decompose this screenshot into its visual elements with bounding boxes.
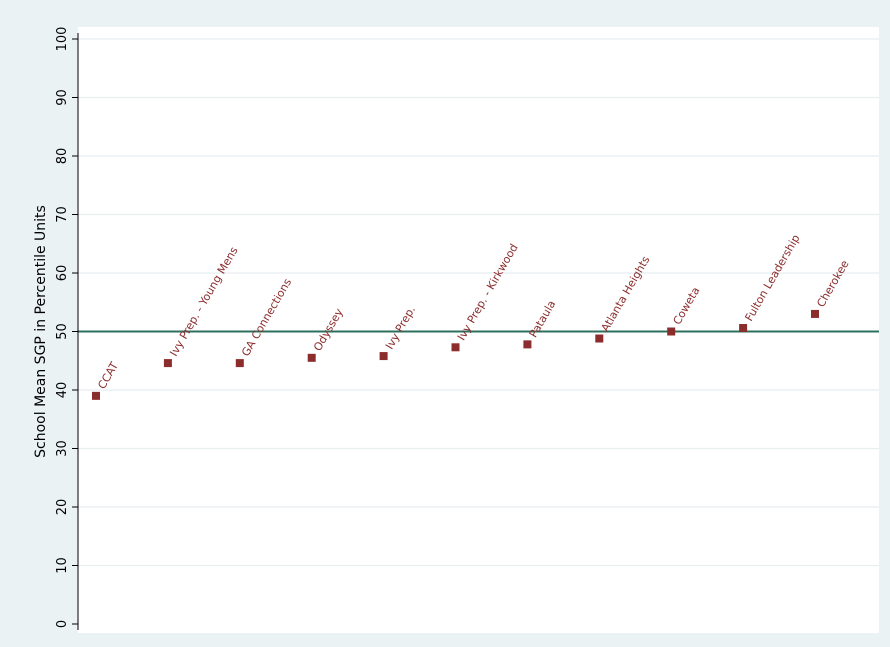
y-tick-label: 100 bbox=[55, 27, 70, 52]
y-tick-label: 10 bbox=[55, 557, 70, 574]
data-point-marker bbox=[235, 359, 244, 368]
data-point-marker bbox=[163, 359, 172, 368]
y-axis-ticks: 0 10 20 30 40 50 60 70 80 90 100 bbox=[55, 27, 78, 628]
y-tick-label: 50 bbox=[55, 323, 70, 340]
y-tick-label: 60 bbox=[55, 265, 70, 282]
data-point-marker bbox=[739, 323, 748, 332]
y-tick-label: 80 bbox=[55, 148, 70, 165]
y-tick-label: 30 bbox=[55, 440, 70, 457]
data-point-marker bbox=[307, 353, 316, 362]
data-point-marker bbox=[379, 352, 388, 361]
data-point-marker bbox=[595, 334, 604, 343]
y-tick-label: 0 bbox=[55, 620, 70, 628]
plot-area bbox=[78, 27, 879, 633]
y-tick-label: 40 bbox=[55, 382, 70, 399]
grid-lines bbox=[78, 38, 879, 567]
data-point-marker bbox=[811, 309, 819, 318]
data-point-marker bbox=[523, 340, 532, 349]
y-axis-title: School Mean SGP in Percentile Units bbox=[33, 205, 49, 458]
y-tick-label: 70 bbox=[55, 206, 70, 223]
y-tick-label: 20 bbox=[55, 499, 70, 516]
data-point-marker bbox=[667, 327, 676, 336]
data-point-marker bbox=[451, 343, 460, 352]
y-tick-label: 90 bbox=[55, 89, 70, 106]
data-point-marker bbox=[92, 391, 100, 400]
